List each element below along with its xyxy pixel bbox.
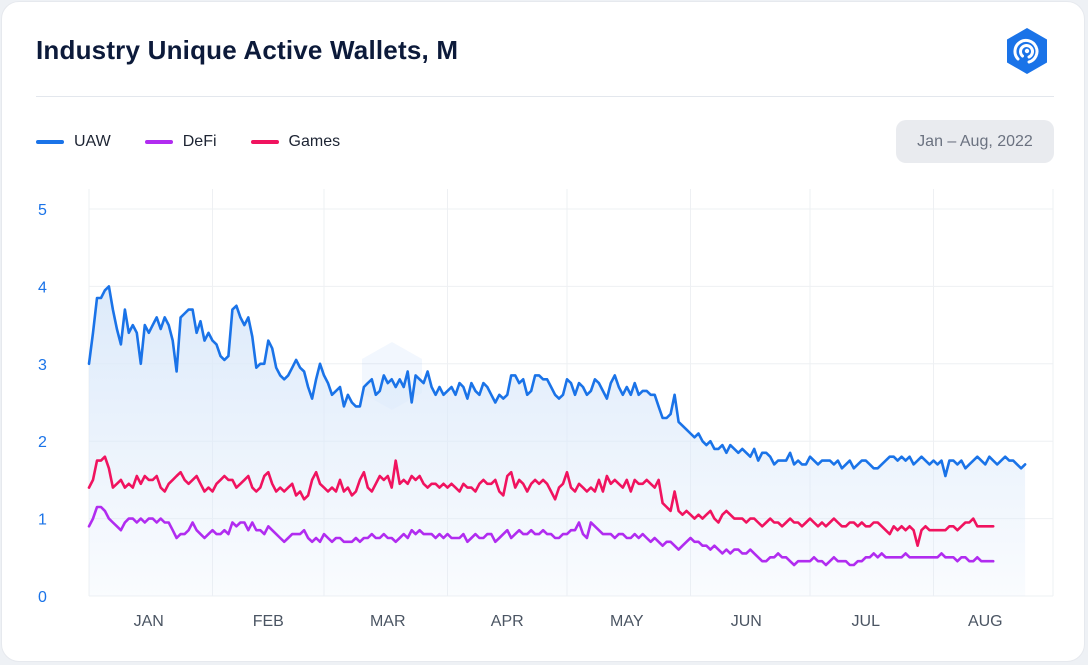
y-tick-label: 0 xyxy=(38,589,47,606)
series-line-uaw xyxy=(87,285,1027,478)
y-tick-label: 5 xyxy=(38,202,47,219)
x-tick-label: MAR xyxy=(370,613,406,630)
y-tick-label: 4 xyxy=(38,279,47,296)
dappradar-logo-icon[interactable] xyxy=(1002,26,1052,76)
date-range-button[interactable]: Jan – Aug, 2022 xyxy=(896,120,1054,163)
series-line-games xyxy=(87,455,995,547)
x-tick-label: FEB xyxy=(253,613,284,630)
y-tick-label: 3 xyxy=(38,357,47,374)
y-tick-label: 2 xyxy=(38,434,47,451)
header-divider xyxy=(36,96,1054,97)
legend-item-games[interactable]: Games xyxy=(250,133,341,151)
x-tick-label: APR xyxy=(491,613,524,630)
x-tick-label: JUL xyxy=(852,613,881,630)
legend-item-defi[interactable]: DeFi xyxy=(144,133,217,151)
series-line-defi xyxy=(87,505,995,567)
x-tick-label: AUG xyxy=(968,613,1003,630)
page-title: Industry Unique Active Wallets, M xyxy=(36,35,459,65)
x-tick-label: JAN xyxy=(134,613,164,630)
x-tick-label: MAY xyxy=(610,613,644,630)
legend-swatch-defi xyxy=(144,140,173,144)
legend-swatch-uaw xyxy=(36,140,64,144)
legend-label-games: Games xyxy=(288,133,341,150)
legend-label-uaw: UAW xyxy=(74,133,111,150)
y-tick-label: 1 xyxy=(38,512,47,529)
legend-item-uaw[interactable]: UAW xyxy=(36,133,111,151)
chart-legend: UAW DeFi Games xyxy=(36,132,340,152)
legend-swatch-games xyxy=(250,140,279,144)
x-tick-label: JUN xyxy=(731,613,762,630)
legend-label-defi: DeFi xyxy=(182,133,217,150)
